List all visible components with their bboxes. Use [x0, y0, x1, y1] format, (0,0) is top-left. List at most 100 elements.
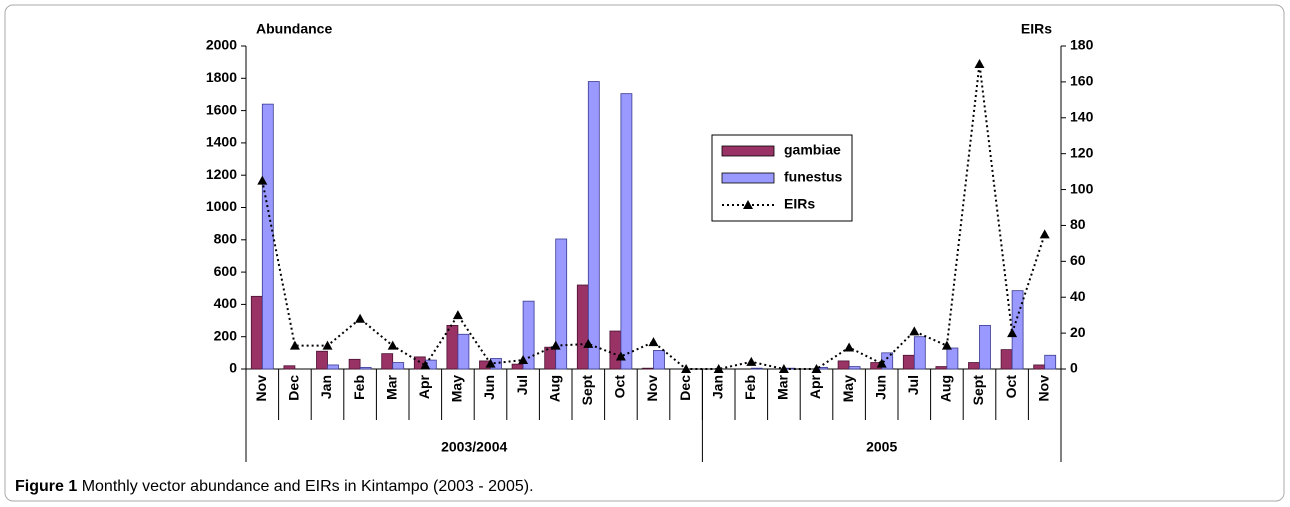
bar — [609, 330, 622, 370]
y2-tick-label: 100 — [1070, 180, 1094, 196]
bar — [837, 360, 850, 370]
bar — [250, 295, 263, 370]
bar — [316, 350, 328, 370]
legend-label: funestus — [784, 169, 843, 185]
line-marker — [387, 340, 398, 350]
bar — [979, 324, 991, 370]
x-tick-label: Jun — [481, 375, 497, 400]
group-label: 2003/2004 — [441, 439, 507, 455]
x-tick-label: Jan — [709, 375, 725, 399]
line — [261, 63, 1046, 370]
bar — [1033, 364, 1046, 370]
bar — [935, 366, 948, 370]
y2-tick-label: 80 — [1070, 216, 1086, 232]
y-tick-label: 1600 — [206, 101, 237, 117]
line-marker — [713, 364, 724, 373]
y2-tick-label: 140 — [1070, 108, 1094, 124]
y-tick-label: 1200 — [206, 166, 237, 182]
x-tick-label: Sept — [579, 375, 595, 406]
line-marker — [289, 340, 300, 350]
bar — [653, 350, 665, 370]
x-tick-label: Nov — [1035, 375, 1051, 402]
bar — [620, 93, 633, 370]
y2-tick-label: 160 — [1070, 73, 1094, 89]
x-tick-label: Jun — [872, 375, 888, 400]
line-marker — [322, 340, 333, 350]
x-tick-label: Feb — [351, 375, 367, 400]
bar — [968, 362, 980, 370]
line-marker — [1039, 229, 1050, 239]
group-label: 2005 — [866, 439, 897, 455]
y2-tick-label: 120 — [1070, 144, 1094, 160]
line-marker — [909, 326, 920, 336]
y2-tick-label: 40 — [1070, 288, 1086, 304]
x-tick-label: Oct — [1003, 375, 1019, 399]
bar — [913, 336, 926, 370]
x-tick-label: Apr — [416, 374, 432, 399]
line-marker — [941, 340, 952, 350]
y-tick-label: 200 — [214, 327, 238, 343]
y-tick-label: 600 — [214, 263, 238, 279]
bar — [576, 284, 589, 370]
line-marker — [844, 342, 855, 352]
legend-label: gambiae — [784, 142, 841, 158]
caption: Figure 1 Monthly vector abundance and EI… — [15, 478, 534, 495]
caption-label: Figure 1 — [15, 478, 77, 495]
line-marker — [257, 175, 268, 185]
bar — [1000, 349, 1013, 370]
y-tick-label: 400 — [214, 295, 238, 311]
y-tick-label: 1000 — [206, 198, 237, 214]
line-marker — [485, 358, 496, 368]
y-tick-label: 800 — [214, 231, 238, 247]
bar — [642, 367, 654, 370]
y2-tick-label: 0 — [1070, 360, 1078, 376]
x-tick-label: May — [449, 375, 465, 402]
line-marker — [746, 356, 757, 366]
line-marker — [1007, 328, 1018, 338]
bar — [359, 366, 372, 370]
x-tick-label: Oct — [612, 375, 628, 399]
bar — [327, 364, 339, 370]
x-tick-label: Aug — [546, 375, 562, 402]
y2-tick-label: 60 — [1070, 252, 1086, 268]
bar — [587, 81, 600, 370]
bar — [283, 365, 296, 370]
line-marker — [452, 310, 463, 320]
line-marker — [876, 358, 887, 368]
bar — [446, 324, 459, 370]
caption-text: Monthly vector abundance and EIRs in Kin… — [82, 478, 534, 495]
x-tick-label: Nov — [644, 375, 660, 402]
y2-tick-label: 180 — [1070, 37, 1094, 53]
line-marker — [518, 355, 529, 365]
line-marker — [974, 58, 985, 68]
line-marker — [550, 340, 561, 350]
legend-label: EIRs — [784, 196, 815, 212]
y2-axis-label: EIRs — [1021, 21, 1052, 37]
bar — [348, 358, 361, 370]
figure-border — [4, 4, 1285, 502]
line-marker — [811, 364, 822, 373]
bar — [902, 354, 915, 370]
x-tick-label: Dec — [286, 375, 302, 401]
x-tick-label: Jul — [514, 375, 530, 395]
x-tick-label: May — [840, 375, 856, 402]
y-tick-label: 1400 — [206, 134, 237, 150]
bar — [1044, 354, 1057, 370]
line-marker — [648, 337, 659, 347]
bar — [946, 347, 959, 370]
x-tick-label: Apr — [807, 374, 823, 399]
y-tick-label: 0 — [229, 360, 237, 376]
x-tick-label: Aug — [938, 375, 954, 402]
legend-swatch — [721, 172, 775, 184]
bar — [848, 366, 861, 370]
legend-marker — [743, 200, 753, 209]
line-marker — [778, 364, 789, 373]
bar — [544, 346, 557, 370]
x-tick-label: Dec — [677, 375, 693, 401]
x-tick-label: Mar — [775, 374, 791, 399]
bar — [392, 362, 405, 370]
x-tick-label: Feb — [742, 375, 758, 400]
bar — [381, 353, 394, 370]
bar — [522, 300, 535, 370]
